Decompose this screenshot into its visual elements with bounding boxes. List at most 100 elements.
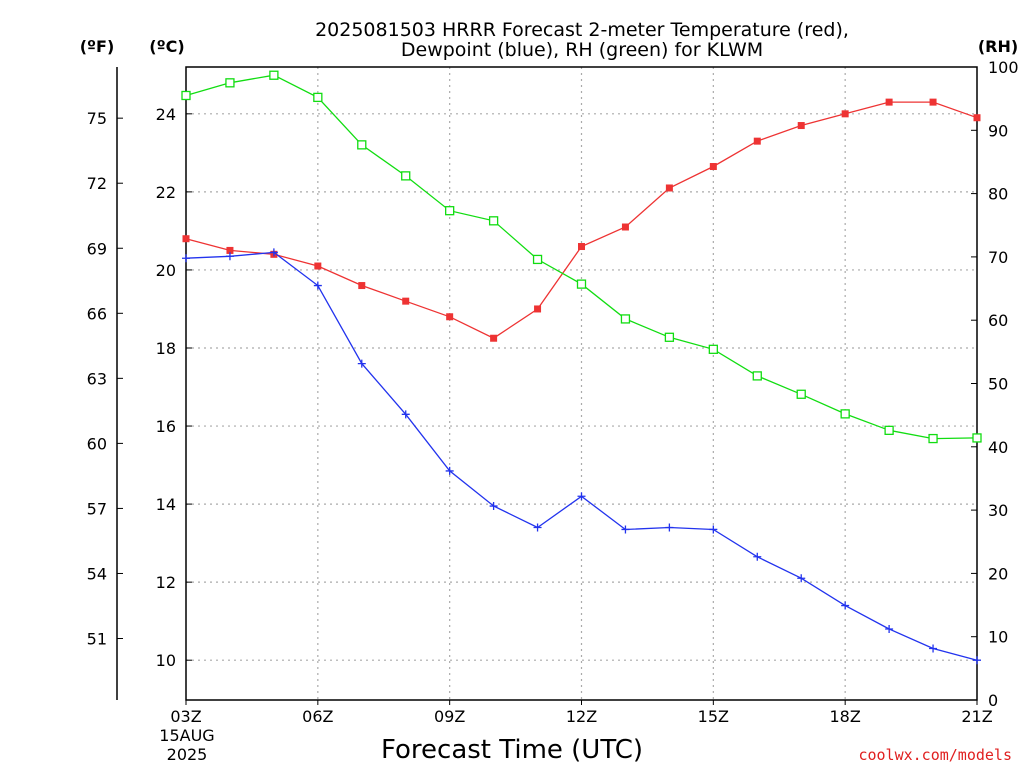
dewpoint-point (401, 410, 410, 419)
fahrenheit-tick-label: 51 (87, 630, 107, 649)
rh-tick-label: 100 (988, 58, 1019, 77)
dewpoint-point (929, 644, 938, 653)
celsius-unit-label: (ºC) (149, 37, 184, 56)
x-tick-label: 12Z (566, 707, 597, 726)
x-tick-label: 03Z (170, 707, 201, 726)
x-tick-label: 15Z (698, 707, 729, 726)
rh-tick-label: 40 (988, 438, 1008, 457)
x-tick-label: 09Z (434, 707, 465, 726)
rh-point (664, 332, 675, 342)
temperature-point (797, 122, 805, 130)
temperature-point (578, 243, 585, 251)
rh-point (620, 314, 631, 324)
dewpoint-point (885, 624, 894, 633)
temperature-point (885, 98, 893, 106)
dewpoint-point (182, 254, 190, 263)
rh-tick-label: 80 (988, 185, 1008, 204)
dewpoint-point (489, 502, 498, 511)
rh-point (401, 171, 411, 181)
dewpoint-point (357, 359, 366, 368)
rh-point (225, 78, 235, 88)
x-tick-label: 21Z (961, 707, 992, 726)
watermark: coolwx.com/models (858, 746, 1012, 764)
temperature-point (446, 313, 454, 321)
rh-tick-label: 0 (988, 691, 998, 710)
rh-tick-label: 90 (988, 121, 1008, 140)
celsius-tick-label: 16 (156, 417, 176, 436)
chart-title-line2: Dewpoint (blue), RH (green) for KLWM (401, 39, 763, 61)
dewpoint-point (665, 523, 674, 532)
series-dewpoint (182, 248, 981, 665)
temperature-point (314, 262, 322, 270)
celsius-tick-label: 24 (156, 105, 176, 124)
temperature-point (929, 98, 937, 106)
chart-title-line1: 2025081503 HRRR Forecast 2-meter Tempera… (315, 19, 849, 41)
temperature-point (402, 297, 410, 305)
temperature-point (709, 163, 717, 171)
temperature-point (973, 114, 981, 122)
temperature-point (226, 246, 234, 254)
plot-frame (185, 66, 978, 701)
fahrenheit-tick-label: 69 (87, 239, 107, 258)
rh-tick-label: 20 (988, 564, 1008, 583)
fahrenheit-tick-label: 63 (87, 369, 107, 388)
fahrenheit-tick-label: 66 (87, 304, 107, 323)
dewpoint-point (577, 492, 586, 501)
rh-line (185, 74, 978, 440)
celsius-tick-label: 10 (156, 651, 176, 670)
temperature-point (490, 334, 498, 342)
celsius-tick-label: 20 (156, 261, 176, 280)
rh-tick-label: 70 (988, 248, 1008, 267)
temperature-point (665, 184, 673, 192)
rh-point (488, 216, 499, 226)
dewpoint-point (445, 466, 454, 475)
temperature-point (534, 305, 542, 313)
temperature-point (182, 235, 190, 243)
temperature-point (841, 110, 849, 118)
dewpoint-point (313, 281, 322, 290)
fahrenheit-tick-label: 60 (87, 434, 107, 453)
rh-point (532, 254, 543, 265)
rh-unit-label: (RH) (978, 37, 1018, 56)
x-tick-label: 06Z (302, 707, 333, 726)
fahrenheit-tick-label: 72 (87, 174, 107, 193)
rh-point (357, 140, 367, 150)
rh-tick-label: 10 (988, 628, 1008, 647)
rh-tick-label: 30 (988, 501, 1008, 520)
date-label-day: 15AUG (159, 726, 214, 745)
rh-point (181, 90, 191, 101)
rh-point (752, 371, 762, 381)
rh-point (840, 409, 850, 419)
celsius-tick-label: 14 (156, 495, 176, 514)
dewpoint-point (269, 248, 278, 257)
rh-point (884, 425, 894, 435)
temperature-point (358, 282, 366, 290)
x-axis-title: Forecast Time (UTC) (381, 735, 643, 765)
series-temperature (182, 98, 981, 342)
dewpoint-point (753, 552, 762, 561)
x-tick-label: 18Z (830, 707, 861, 726)
date-label-year: 2025 (167, 745, 208, 764)
tick-labels: 03Z 06Z 09Z 12Z 15Z 18Z 21Z 10 12 14 16 18 20 22 24 51 5… (87, 58, 1019, 726)
celsius-tick-label: 22 (156, 183, 176, 202)
fahrenheit-tick-label: 57 (87, 499, 107, 518)
rh-point (972, 433, 982, 443)
dewpoint-point (841, 601, 850, 610)
rh-point (445, 206, 455, 216)
celsius-tick-label: 12 (156, 573, 176, 592)
grid-lines (186, 67, 977, 700)
rh-point (708, 344, 718, 354)
dewpoint-point (797, 574, 806, 583)
series-rh (181, 70, 982, 444)
dewpoint-point (225, 252, 234, 261)
rh-point (269, 70, 279, 80)
fahrenheit-tick-label: 75 (87, 109, 107, 128)
rh-tick-label: 60 (988, 311, 1008, 330)
rh-point (928, 433, 938, 444)
data-series (181, 70, 982, 665)
dewpoint-point (621, 525, 630, 534)
dewpoint-point (533, 523, 542, 532)
dewpoint-point (709, 525, 718, 534)
rh-point (796, 389, 806, 399)
